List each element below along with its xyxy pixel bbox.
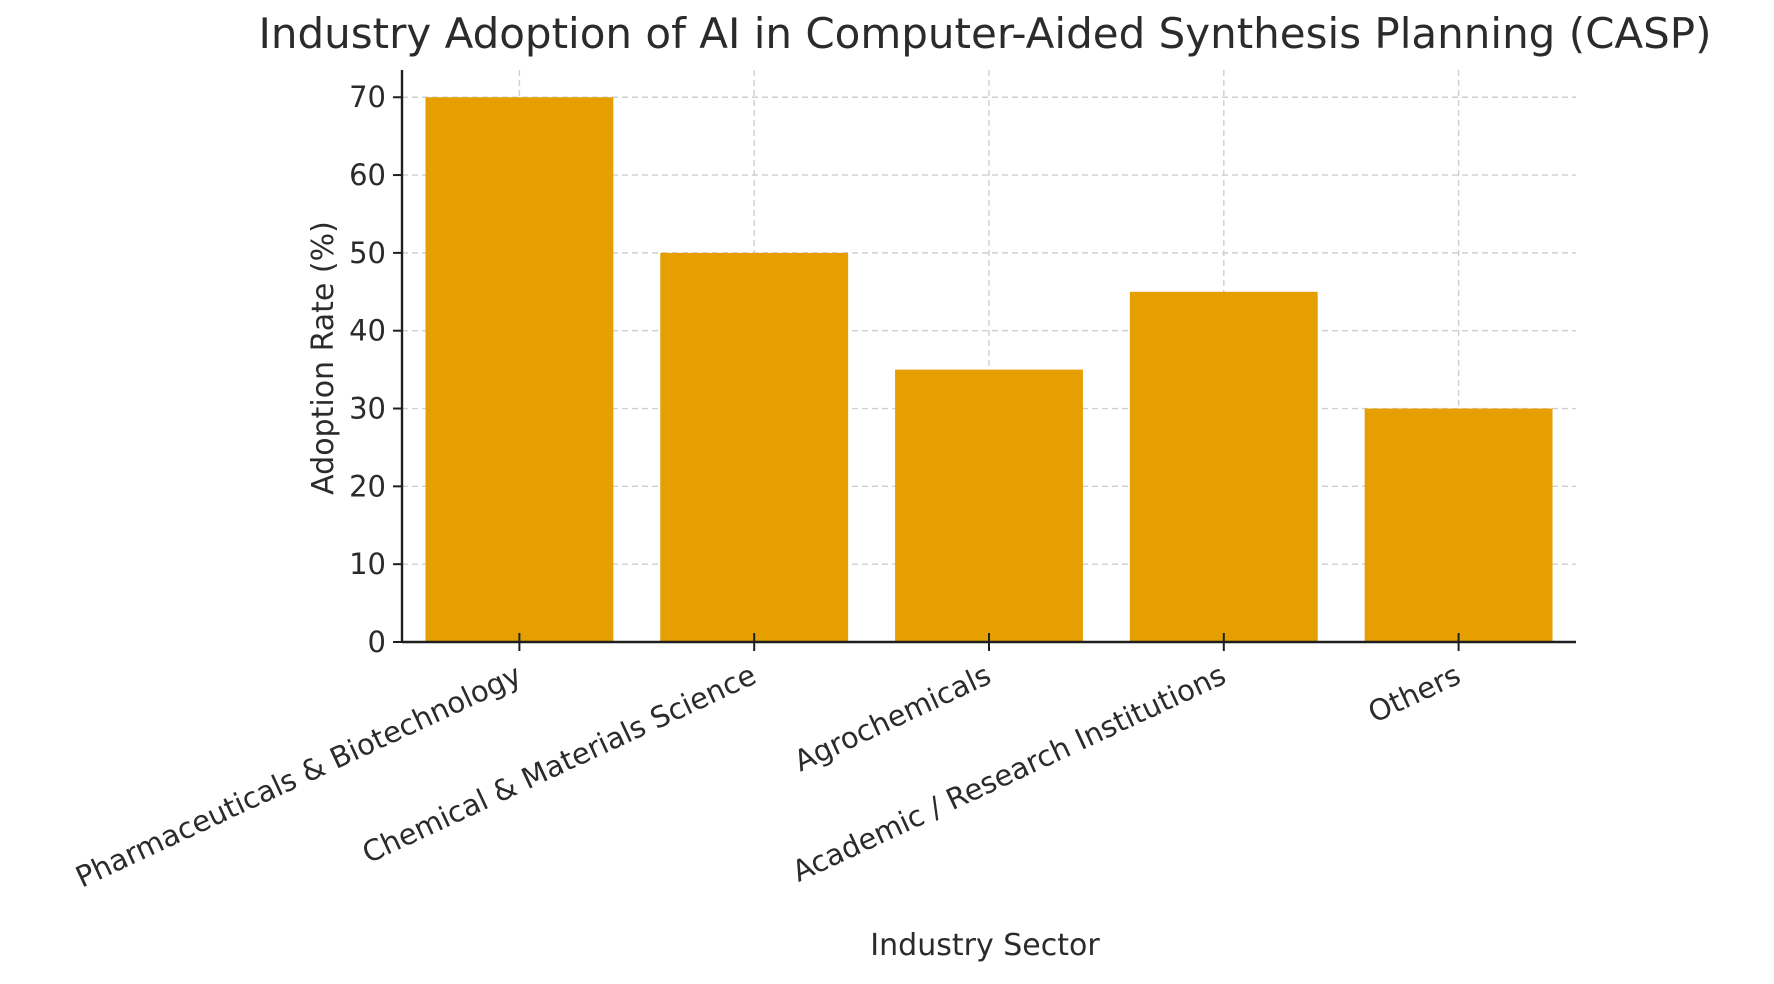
y-tick-label: 50 <box>349 236 386 270</box>
y-tick-label: 20 <box>349 469 386 503</box>
y-axis-title: Adoption Rate (%) <box>306 221 341 495</box>
y-tick-label: 0 <box>368 625 386 659</box>
bar <box>1129 291 1318 642</box>
y-tick-label: 40 <box>349 314 386 348</box>
y-tick-label: 30 <box>349 392 386 426</box>
ticks-layer <box>393 96 1460 651</box>
x-tick-label: Chemical & Materials Science <box>357 658 761 871</box>
x-tick-label: Agrochemicals <box>789 658 996 779</box>
y-tick-label: 60 <box>349 158 386 192</box>
x-tick-label: Academic / Research Institutions <box>787 658 1231 889</box>
bar <box>660 252 849 643</box>
chart-title: Industry Adoption of AI in Computer-Aide… <box>258 9 1711 58</box>
bar <box>895 369 1083 642</box>
bar <box>1364 408 1553 642</box>
bar <box>425 97 614 642</box>
y-tick-label: 10 <box>349 547 386 581</box>
bars-layer <box>425 97 1553 643</box>
x-axis-title: Industry Sector <box>870 928 1100 963</box>
x-tick-label: Pharmaceuticals & Biotechnology <box>70 658 526 895</box>
x-tick-label: Others <box>1363 658 1466 730</box>
y-tick-label: 70 <box>349 80 386 114</box>
